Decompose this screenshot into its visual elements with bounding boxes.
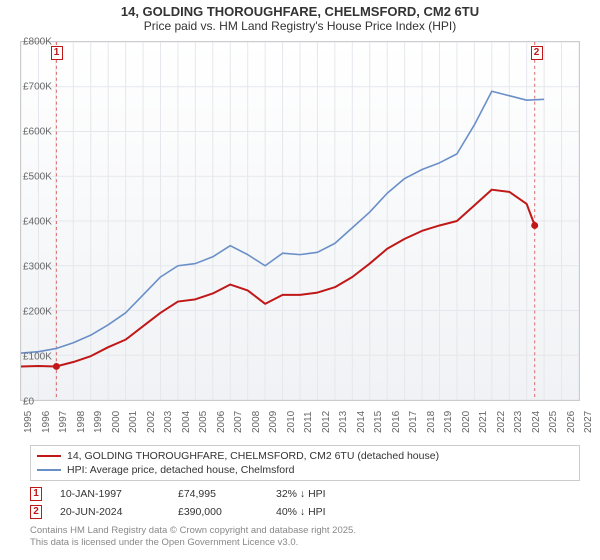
y-tick-label: £800K — [23, 37, 52, 48]
legend: 14, GOLDING THOROUGHFARE, CHELMSFORD, CM… — [30, 445, 580, 481]
x-tick-label: 2008 — [251, 411, 262, 433]
y-tick-label: £100K — [23, 352, 52, 363]
datapoint-marker-icon: 1 — [30, 487, 42, 501]
legend-swatch — [37, 469, 61, 471]
x-tick-label: 2001 — [128, 411, 139, 433]
legend-item: 14, GOLDING THOROUGHFARE, CHELMSFORD, CM… — [37, 449, 573, 463]
x-tick-label: 2006 — [216, 411, 227, 433]
x-tick-label: 2017 — [408, 411, 419, 433]
datapoint-row: 1 10-JAN-1997 £74,995 32% ↓ HPI — [30, 485, 580, 503]
x-tick-label: 2022 — [496, 411, 507, 433]
x-tick-label: 2007 — [233, 411, 244, 433]
x-tick-label: 2020 — [461, 411, 472, 433]
x-tick-label: 2003 — [163, 411, 174, 433]
x-tick-label: 2011 — [303, 411, 314, 433]
x-tick-label: 2027 — [583, 411, 594, 433]
y-tick-label: £500K — [23, 172, 52, 183]
datapoints-table: 1 10-JAN-1997 £74,995 32% ↓ HPI 2 20-JUN… — [30, 485, 580, 521]
event-marker-icon: 2 — [531, 46, 543, 60]
y-tick-label: £400K — [23, 217, 52, 228]
x-tick-label: 2013 — [338, 411, 349, 433]
x-tick-label: 2025 — [548, 411, 559, 433]
x-tick-label: 2004 — [181, 411, 192, 433]
datapoint-marker-icon: 2 — [30, 505, 42, 519]
x-tick-label: 1997 — [58, 411, 69, 433]
x-tick-label: 1999 — [93, 411, 104, 433]
legend-label: 14, GOLDING THOROUGHFARE, CHELMSFORD, CM… — [67, 450, 439, 462]
datapoint-row: 2 20-JUN-2024 £390,000 40% ↓ HPI — [30, 503, 580, 521]
x-tick-label: 2005 — [198, 411, 209, 433]
x-axis-labels: 1995 1996 1997 1998 1999 2000 2001 2002 2003 2004… — [20, 401, 580, 441]
x-tick-label: 2000 — [111, 411, 122, 433]
legend-item: HPI: Average price, detached house, Chel… — [37, 463, 573, 477]
datapoint-date: 20-JUN-2024 — [60, 506, 160, 518]
datapoint-price: £74,995 — [178, 488, 258, 500]
x-tick-label: 2024 — [531, 411, 542, 433]
x-tick-label: 2023 — [513, 411, 524, 433]
series-line — [21, 190, 535, 367]
y-tick-label: £200K — [23, 307, 52, 318]
x-tick-label: 1996 — [41, 411, 52, 433]
event-marker-icon: 1 — [51, 46, 63, 60]
datapoint-price: £390,000 — [178, 506, 258, 518]
legend-swatch — [37, 455, 61, 457]
x-tick-label: 1998 — [76, 411, 87, 433]
y-tick-label: £600K — [23, 127, 52, 138]
datapoint-delta: 40% ↓ HPI — [276, 506, 326, 518]
x-tick-label: 2018 — [426, 411, 437, 433]
x-tick-label: 2002 — [146, 411, 157, 433]
y-tick-label: £300K — [23, 262, 52, 273]
chart-svg — [21, 42, 579, 400]
datapoint-delta: 32% ↓ HPI — [276, 488, 326, 500]
x-tick-label: 1995 — [23, 411, 34, 433]
x-tick-label: 2014 — [356, 411, 367, 433]
footer: Contains HM Land Registry data © Crown c… — [30, 525, 580, 549]
x-tick-label: 2012 — [321, 411, 332, 433]
x-tick-label: 2021 — [478, 411, 489, 433]
x-tick-label: 2019 — [443, 411, 454, 433]
footer-copyright: Contains HM Land Registry data © Crown c… — [30, 525, 580, 537]
x-tick-label: 2015 — [373, 411, 384, 433]
x-tick-label: 2026 — [566, 411, 577, 433]
legend-label: HPI: Average price, detached house, Chel… — [67, 464, 294, 476]
y-tick-label: £700K — [23, 82, 52, 93]
title-subtitle: Price paid vs. HM Land Registry's House … — [10, 19, 590, 33]
x-tick-label: 2016 — [391, 411, 402, 433]
title-address: 14, GOLDING THOROUGHFARE, CHELMSFORD, CM… — [10, 4, 590, 19]
footer-license: This data is licensed under the Open Gov… — [30, 537, 580, 549]
chart-area: £0£100K£200K£300K£400K£500K£600K£700K£80… — [20, 41, 580, 401]
datapoint-date: 10-JAN-1997 — [60, 488, 160, 500]
chart-title-block: 14, GOLDING THOROUGHFARE, CHELMSFORD, CM… — [0, 0, 600, 35]
x-tick-label: 2010 — [286, 411, 297, 433]
x-tick-label: 2009 — [268, 411, 279, 433]
